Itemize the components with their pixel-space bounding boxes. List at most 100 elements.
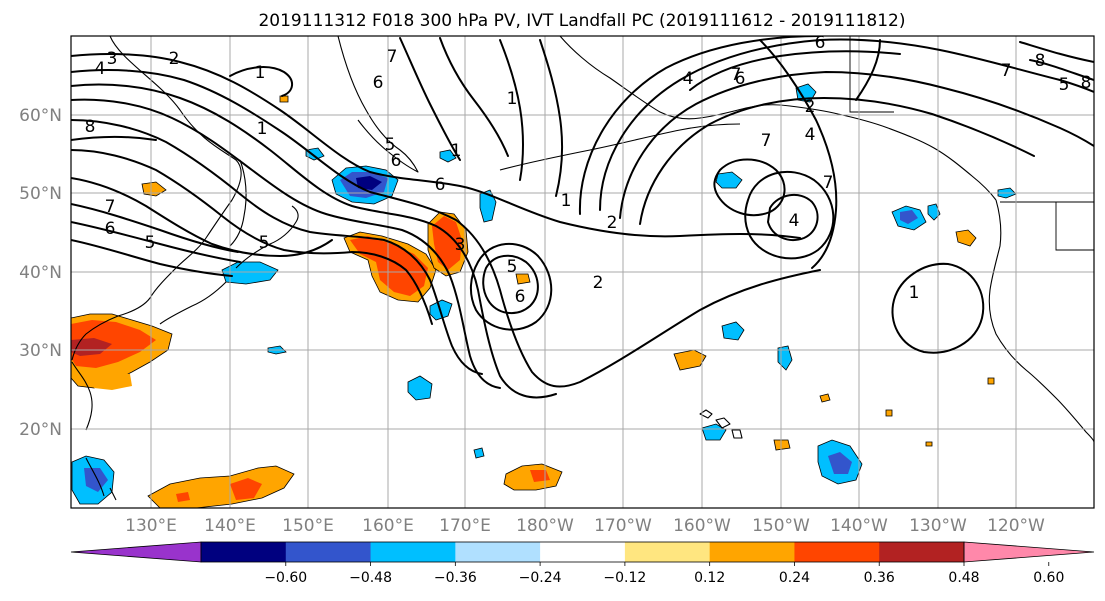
map-panel: 3 4 2 1 1 7 6 5 6 7 5 6 1 1 2 1 6 5 6 2 bbox=[70, 33, 1095, 509]
contour-label: 4 bbox=[805, 125, 816, 145]
colorbar-tick-label: −0.48 bbox=[349, 570, 392, 586]
contour-label: 6 bbox=[435, 175, 446, 195]
colorbar-swatch bbox=[370, 542, 456, 562]
figure-title: 2019111312 F018 300 hPa PV, IVT Landfall… bbox=[258, 11, 905, 31]
colorbar-swatch bbox=[794, 542, 880, 562]
pv-contour bbox=[639, 97, 1035, 225]
pv-contour bbox=[71, 98, 501, 389]
pv-contour bbox=[744, 170, 835, 260]
negative-anomaly bbox=[927, 203, 941, 221]
hawaii bbox=[699, 409, 743, 439]
pv-contour bbox=[767, 193, 819, 241]
contour-label: 7 bbox=[761, 131, 772, 151]
colorbar-tick-label: −0.36 bbox=[434, 570, 477, 586]
lon-label: 140°W bbox=[830, 516, 888, 536]
colorbar-max-extension bbox=[963, 541, 1095, 563]
positive-anomaly bbox=[925, 441, 933, 447]
pv-contour bbox=[689, 50, 901, 91]
lat-label: 40°N bbox=[19, 263, 62, 283]
colorbar-outline bbox=[200, 541, 965, 563]
negative-anomaly bbox=[479, 189, 497, 223]
lat-label: 20°N bbox=[19, 420, 62, 440]
contour-label: 6 bbox=[735, 69, 746, 89]
lat-label: 50°N bbox=[19, 184, 62, 204]
positive-anomaly bbox=[230, 478, 262, 500]
contour-label: 1 bbox=[257, 119, 268, 139]
pv-contours bbox=[71, 36, 1094, 399]
asia-coastline bbox=[71, 36, 242, 361]
negative-anomaly bbox=[721, 321, 745, 341]
contour-label: 3 bbox=[107, 49, 118, 69]
pv-contour bbox=[71, 203, 239, 253]
colorbar-tick-label: 0.48 bbox=[948, 570, 979, 586]
colorbar-swatch bbox=[285, 542, 372, 562]
colorbar-tick-label: 0.24 bbox=[779, 570, 810, 586]
longitude-axis: 130°E 140°E 150°E 160°E 170°E 180°W 170°… bbox=[125, 516, 1045, 536]
positive-anomaly bbox=[819, 393, 831, 403]
pv-contour bbox=[1019, 41, 1094, 63]
map-frame bbox=[70, 35, 1095, 509]
negative-anomaly bbox=[439, 149, 457, 163]
negative-anomaly bbox=[715, 171, 743, 189]
contour-label: 6 bbox=[105, 219, 116, 239]
colorbar-swatch bbox=[624, 542, 711, 562]
contour-label: 7 bbox=[823, 173, 834, 193]
contour-label: 6 bbox=[515, 287, 526, 307]
colorbar-swatch bbox=[455, 542, 541, 562]
positive-anomaly bbox=[673, 349, 707, 371]
lon-label: 120°W bbox=[987, 516, 1045, 536]
pv-contour bbox=[71, 136, 157, 141]
colorbar-swatch bbox=[201, 542, 287, 562]
gridlines bbox=[71, 36, 1094, 508]
positive-anomaly bbox=[71, 338, 112, 356]
contour-label: 1 bbox=[507, 89, 518, 109]
pv-contour bbox=[71, 221, 241, 263]
contour-label: 7 bbox=[387, 47, 398, 67]
contour-label: 5 bbox=[259, 233, 270, 253]
lon-label: 160°E bbox=[362, 516, 414, 536]
pv-contour bbox=[891, 262, 985, 354]
pv-contour bbox=[499, 39, 524, 181]
contour-label: 2 bbox=[607, 213, 618, 233]
contour-label: 7 bbox=[105, 197, 116, 217]
contour-label: 5 bbox=[145, 233, 156, 253]
contour-label: 8 bbox=[1035, 51, 1046, 71]
colorbar-swatch bbox=[540, 542, 626, 562]
colorbar-tick-label: −0.12 bbox=[603, 570, 646, 586]
pv-contour bbox=[482, 254, 539, 315]
coastlines bbox=[71, 36, 1094, 501]
pv-contour bbox=[229, 66, 293, 97]
pv-contour bbox=[399, 37, 461, 161]
colorbar-tick-label: −0.60 bbox=[264, 570, 307, 586]
lat-label: 30°N bbox=[19, 341, 62, 361]
negative-anomaly bbox=[701, 423, 727, 441]
pv-contour bbox=[855, 39, 881, 101]
contour-label: 8 bbox=[1081, 73, 1092, 93]
pv-contour bbox=[619, 71, 1094, 219]
philippines-coastline bbox=[85, 457, 117, 501]
contour-label: 6 bbox=[391, 151, 402, 171]
contour-label: 4 bbox=[683, 69, 694, 89]
contour-label: 6 bbox=[815, 33, 826, 53]
pv-contour bbox=[71, 119, 483, 375]
colorbar-tick-label: 0.12 bbox=[694, 570, 725, 586]
colorbar-tick-label: 0.60 bbox=[1033, 570, 1064, 586]
pv-contour bbox=[71, 177, 333, 257]
pv-contour bbox=[470, 242, 553, 331]
pv-contour bbox=[439, 37, 509, 157]
negative-anomaly bbox=[356, 176, 382, 190]
pv-contour bbox=[71, 53, 801, 239]
kamchatka-coastline bbox=[337, 36, 419, 173]
negative-anomaly bbox=[407, 375, 433, 401]
lon-label: 170°E bbox=[439, 516, 491, 536]
lon-label: 170°W bbox=[594, 516, 652, 536]
positive-anomaly bbox=[176, 492, 190, 502]
positive-anomaly bbox=[515, 273, 531, 285]
colorbar-tick-label: 0.36 bbox=[864, 570, 895, 586]
positive-anomaly bbox=[773, 439, 791, 451]
lon-label: 150°E bbox=[282, 516, 334, 536]
contour-label: 7 bbox=[731, 65, 742, 85]
sakhalin-coastline bbox=[229, 159, 247, 247]
positive-anomaly bbox=[279, 95, 289, 103]
